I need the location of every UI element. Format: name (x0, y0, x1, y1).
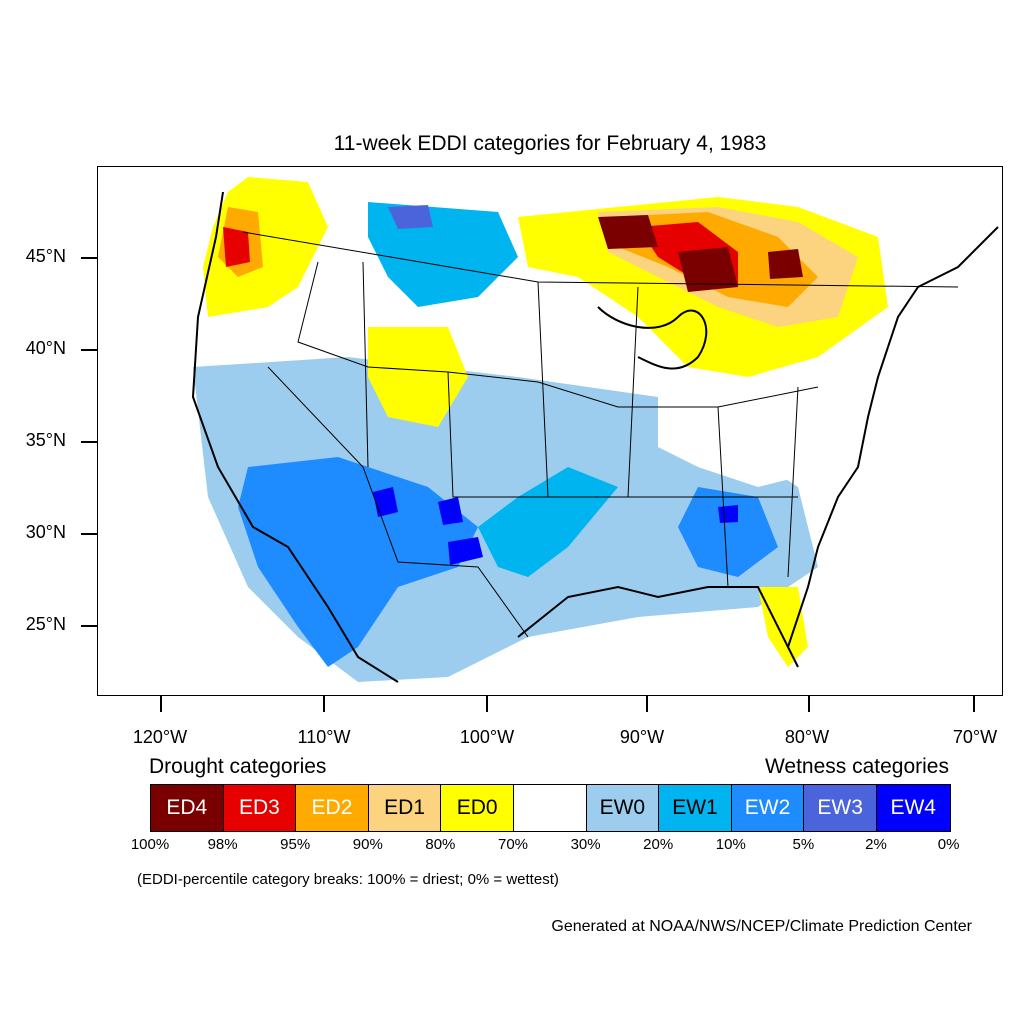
lon-tick (160, 696, 162, 712)
lat-tick (81, 441, 97, 443)
legend-break-label: 30% (570, 836, 601, 853)
lat-tick (81, 257, 97, 259)
legend-swatch-ew2: EW2 (731, 785, 805, 831)
category-fills (193, 177, 888, 682)
lat-label-40n: 40°N (25, 338, 66, 358)
wetness-categories-title: Wetness categories (764, 755, 949, 778)
lon-label-110w: 110°W (297, 727, 351, 747)
legend-swatch-ed1: ED1 (368, 785, 442, 831)
eddi-map (191, 177, 999, 683)
drought-categories-title: Drought categories (149, 755, 327, 778)
legend-swatch-ed2: ED2 (296, 785, 369, 831)
legend-swatch-ed3: ED3 (223, 785, 297, 831)
legend-break-label: 2% (865, 836, 887, 853)
legend-swatch-ed4: ED4 (151, 785, 224, 831)
lat-label-45n: 45°N (25, 246, 66, 266)
legend-swatch-ew0: EW0 (586, 785, 660, 831)
lon-tick (973, 696, 975, 712)
lat-tick (81, 533, 97, 535)
legend-swatch-ew4: EW4 (876, 785, 950, 831)
map-title: 11-week EDDI categories for February 4, … (333, 132, 767, 155)
legend-break-label: 10% (715, 836, 746, 853)
lon-tick (646, 696, 648, 712)
lon-label-120w: 120°W (132, 727, 188, 747)
legend-swatch-neutral (513, 785, 587, 831)
legend-break-label: 5% (792, 836, 815, 853)
legend-swatch-ew1: EW1 (659, 785, 732, 831)
legend-break-label: 90% (352, 836, 383, 853)
legend-break-label: 95% (280, 836, 311, 853)
lon-tick (486, 696, 488, 712)
state-boundaries (242, 231, 959, 638)
legend-color-bar: ED4 ED3 ED2 ED1 ED0 EW0 EW1 EW2 EW3 EW4 (150, 784, 951, 832)
lon-label-100w: 100°W (459, 727, 515, 747)
legend-swatch-ew3: EW3 (804, 785, 877, 831)
legend-break-label: 100% (130, 836, 170, 853)
lon-tick (323, 696, 325, 712)
lat-tick (81, 625, 97, 627)
lon-tick (808, 696, 810, 712)
credit-line: Generated at NOAA/NWS/NCEP/Climate Predi… (551, 918, 972, 935)
lon-label-80w: 80°W (784, 727, 830, 747)
lon-label-70w: 70°W (952, 727, 998, 747)
legend-break-label: 80% (425, 836, 456, 853)
lat-label-30n: 30°N (25, 522, 66, 542)
legend-break-label: 98% (207, 836, 238, 853)
lat-tick (81, 349, 97, 351)
legend-break-label: 20% (643, 836, 674, 853)
legend-swatch-ed0: ED0 (441, 785, 514, 831)
coastline (191, 191, 999, 683)
category-note: (EDDI-percentile category breaks: 100% =… (137, 871, 559, 888)
lat-label-25n: 25°N (25, 614, 66, 634)
legend-break-label: 0% (937, 836, 960, 853)
lat-label-35n: 35°N (25, 430, 66, 450)
legend-break-label: 70% (497, 836, 529, 853)
map-panel (97, 166, 1003, 696)
lon-label-90w: 90°W (619, 727, 665, 747)
